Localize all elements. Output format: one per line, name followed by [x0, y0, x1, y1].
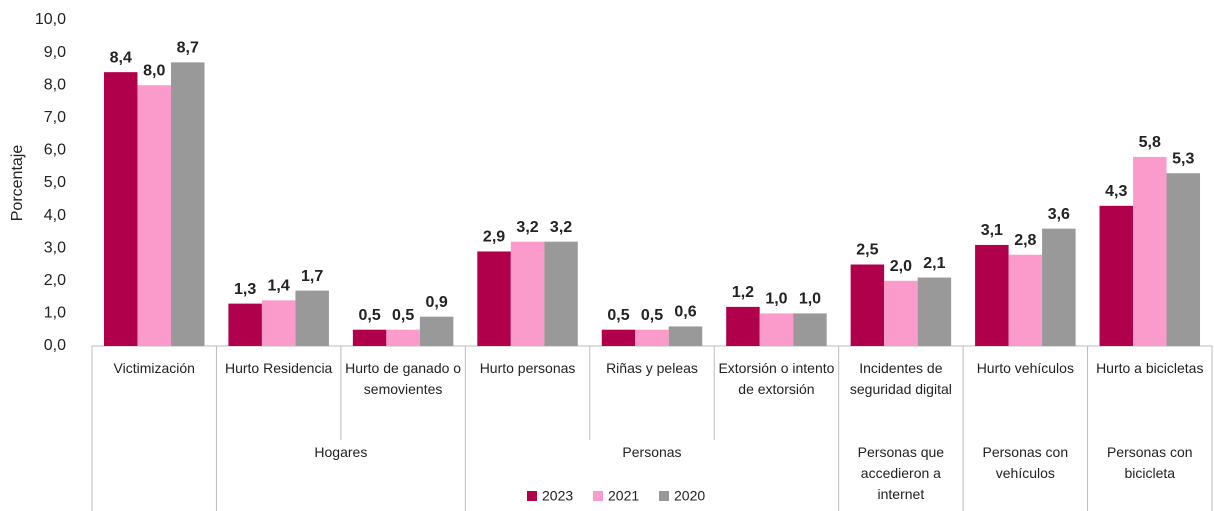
x-tick-label: Extorsión o intento de extorsión	[718, 360, 835, 397]
bar	[726, 306, 760, 346]
y-tick-label: 0,0	[44, 337, 66, 354]
bar	[477, 251, 511, 346]
y-tick-label: 1,0	[44, 305, 66, 322]
x-tick-label: Hurto Residencia	[224, 360, 333, 376]
bar	[261, 300, 296, 346]
value-label: 3,1	[981, 222, 1003, 239]
value-label: 8,0	[143, 62, 165, 79]
legend-label: 2021	[608, 488, 639, 504]
group-label: Hogares	[314, 444, 368, 460]
bar	[103, 72, 138, 346]
value-label: 3,6	[1048, 206, 1070, 223]
legend-label: 2023	[542, 488, 573, 504]
x-tick-label: Hurto a bicicletas	[1096, 360, 1204, 376]
value-label: 0,6	[674, 304, 696, 321]
y-tick-label: 4,0	[44, 207, 66, 224]
y-tick-label: 5,0	[44, 174, 66, 191]
bar	[1166, 173, 1201, 346]
bar	[668, 326, 703, 346]
y-tick-label: 3,0	[44, 239, 66, 256]
value-label: 1,2	[732, 284, 754, 301]
x-tick-label: Hurto de ganado o semovientes	[345, 360, 462, 397]
bar	[352, 329, 387, 346]
value-label: 0,5	[607, 307, 629, 324]
value-label: 8,4	[110, 49, 132, 66]
x-tick-label: Riñas y peleas	[606, 360, 698, 376]
value-label: 1,7	[301, 268, 323, 285]
bar	[975, 244, 1009, 346]
y-tick-label: 6,0	[44, 142, 66, 159]
value-label: 4,3	[1105, 183, 1127, 200]
bar	[601, 329, 636, 346]
value-label: 0,5	[641, 307, 663, 324]
value-label: 1,0	[765, 291, 787, 308]
value-label: 2,9	[483, 229, 505, 246]
y-tick-label: 10,0	[35, 11, 66, 28]
x-tick-label: Victimización	[113, 360, 195, 376]
x-tick-label: Hurto personas	[479, 360, 576, 376]
x-tick-label: Incidentes de seguridad digital	[849, 360, 952, 397]
x-tick-label: Hurto vehículos	[976, 360, 1074, 376]
bar	[1133, 156, 1167, 346]
bar	[759, 313, 794, 346]
bar	[884, 280, 918, 346]
value-label: 2,1	[923, 255, 945, 272]
legend-label: 2020	[674, 488, 705, 504]
bar	[1099, 205, 1134, 346]
bar	[419, 316, 454, 346]
value-label: 2,8	[1014, 232, 1036, 249]
value-label: 1,3	[234, 281, 256, 298]
value-label: 1,0	[799, 291, 821, 308]
legend-swatch	[593, 491, 603, 501]
value-label: 0,5	[392, 307, 414, 324]
legend-swatch	[659, 491, 669, 501]
bar	[1008, 254, 1043, 346]
bar	[170, 62, 205, 346]
group-label: Personas que accedieron a internet	[857, 444, 945, 502]
value-label: 2,0	[890, 258, 912, 275]
value-label: 3,2	[550, 219, 572, 236]
y-axis-title: Porcentaje	[9, 145, 26, 222]
group-label: Personas con bicicleta	[1106, 444, 1193, 481]
value-label: 2,5	[856, 242, 878, 259]
bar	[386, 329, 420, 346]
y-tick-label: 7,0	[44, 109, 66, 126]
bar	[635, 329, 669, 346]
bar	[917, 277, 952, 346]
bar	[295, 290, 329, 346]
bar	[850, 264, 885, 346]
bar	[510, 241, 545, 346]
value-label: 0,9	[425, 294, 447, 311]
value-label: 3,2	[516, 219, 538, 236]
y-tick-label: 2,0	[44, 272, 66, 289]
bar	[228, 303, 262, 346]
value-label: 5,8	[1139, 134, 1161, 151]
value-label: 5,3	[1172, 150, 1194, 167]
group-label: Personas con vehículos	[982, 444, 1069, 481]
bar	[793, 313, 827, 346]
bar	[544, 241, 578, 346]
legend-swatch	[527, 491, 537, 501]
y-tick-label: 8,0	[44, 76, 66, 93]
y-tick-label: 9,0	[44, 44, 66, 61]
bar	[137, 85, 171, 346]
group-label: Personas	[622, 444, 682, 460]
bar	[1042, 228, 1076, 346]
value-label: 0,5	[358, 307, 380, 324]
value-label: 8,7	[177, 40, 199, 57]
value-label: 1,4	[268, 278, 290, 295]
